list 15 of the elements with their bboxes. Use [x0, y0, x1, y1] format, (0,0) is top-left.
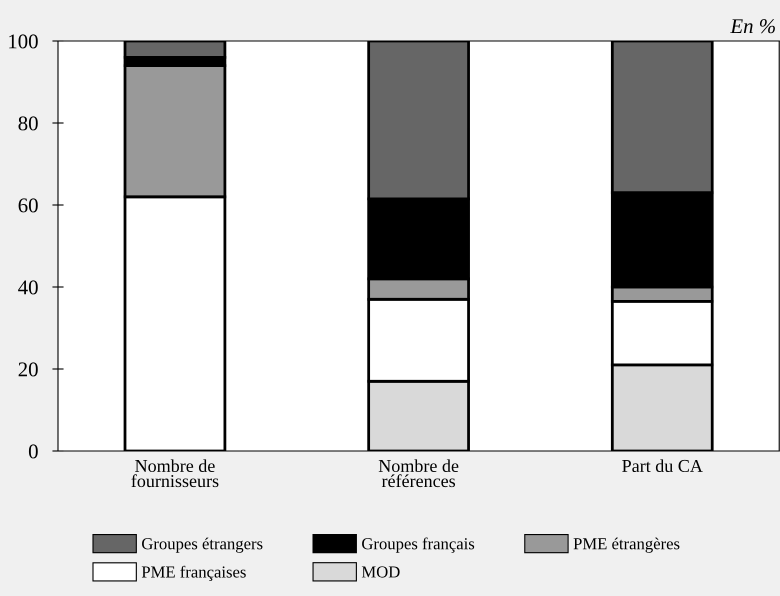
legend-label: PME françaises — [142, 566, 246, 581]
text: En % — [730, 19, 775, 34]
legend-label: Groupes étrangers — [142, 538, 262, 553]
y-tick-label: 40 — [18, 280, 38, 294]
y-tick-label: 20 — [18, 362, 38, 376]
y-tick-label: 0 — [28, 444, 38, 458]
x-tick-label: Part du CA — [622, 459, 703, 472]
legend-label: Groupes français — [362, 537, 474, 553]
y-tick-label: 80 — [18, 116, 38, 130]
y-tick-label: 60 — [18, 198, 38, 212]
legend-label: PME étrangères — [574, 538, 680, 553]
x-tick-label: Nombre de références — [378, 459, 458, 488]
x-tick-label: Nombre de fournisseurs — [131, 459, 218, 488]
legend-label: MOD — [362, 566, 400, 578]
y-tick-label: 100 — [9, 34, 38, 48]
